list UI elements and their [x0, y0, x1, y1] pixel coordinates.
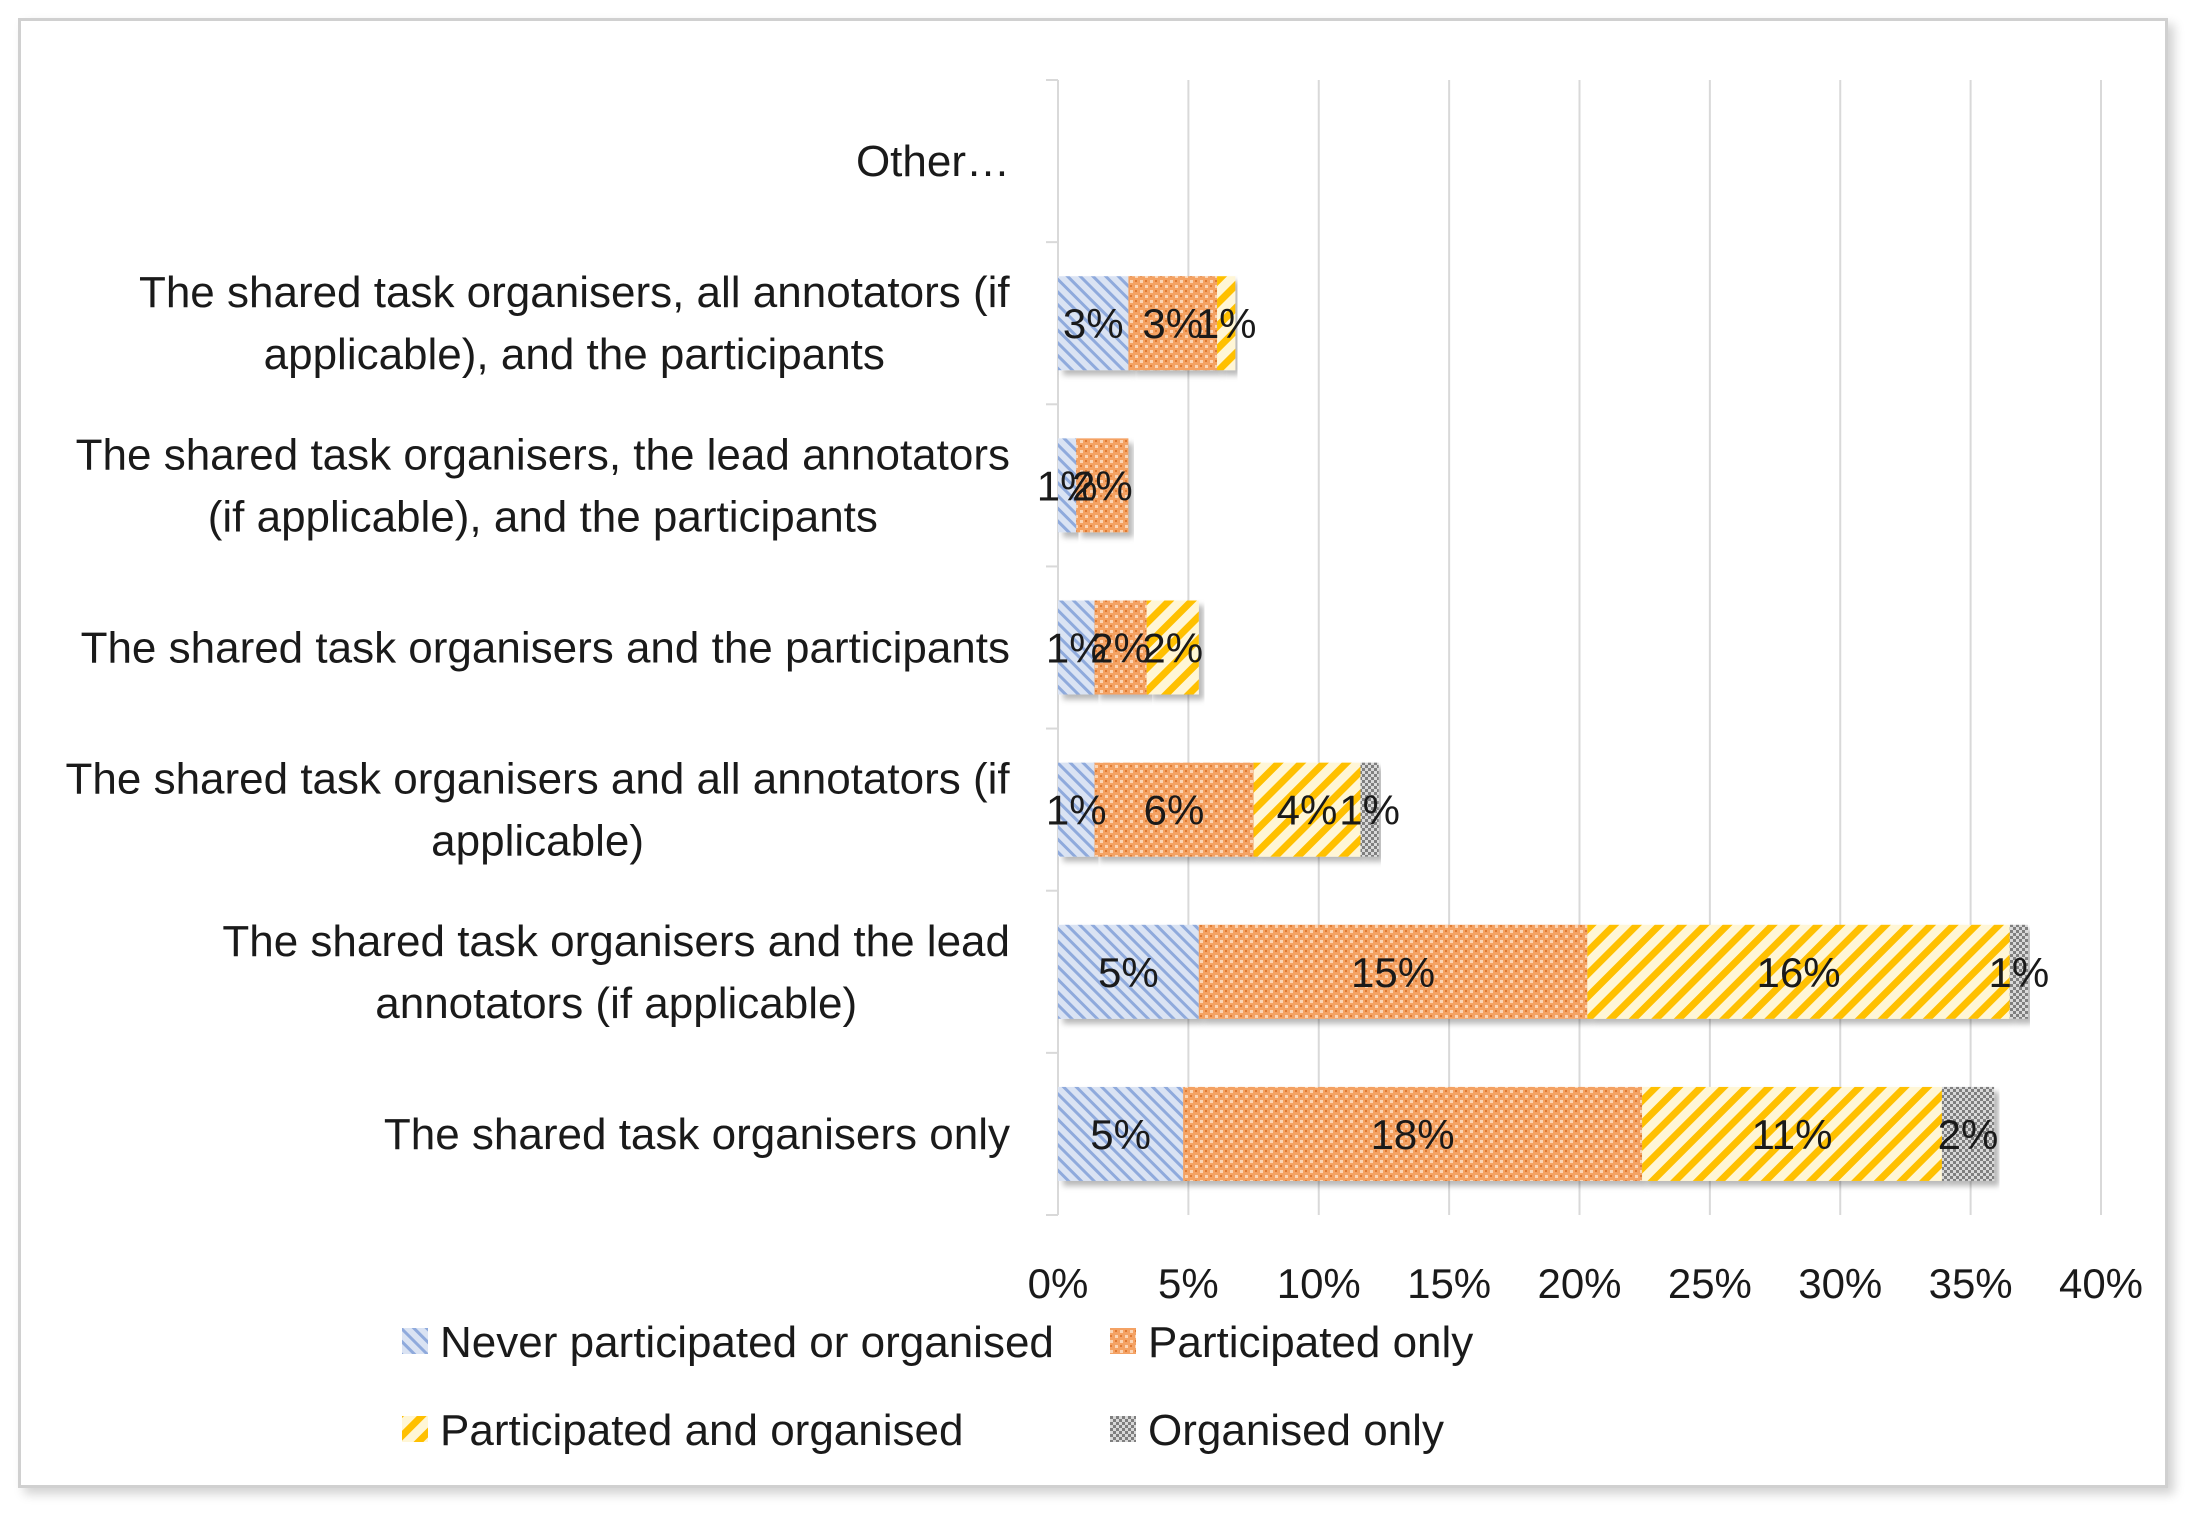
legend-swatch	[402, 1328, 428, 1354]
data-label: 2%	[1072, 462, 1133, 509]
bar-segment	[1198, 924, 1588, 1019]
category-label: The shared task organisers and the lead a…	[222, 917, 1010, 1028]
category-label: The shared task organisers, the lead ann…	[76, 430, 1010, 541]
bar-segment	[1642, 1086, 1942, 1181]
bar-segment	[1094, 600, 1147, 695]
data-label: 1%	[1339, 787, 1400, 834]
x-tick-label: 25%	[1668, 1260, 1752, 1307]
bar-segment	[1183, 1086, 1643, 1181]
data-label: 1%	[1046, 787, 1107, 834]
legend-label: Participated and organised	[440, 1406, 963, 1455]
x-axis-ticks: 0% 5% 10% 15% 20% 25% 30% 35% 40%	[1028, 1260, 2143, 1307]
data-label: 1%	[1989, 949, 2050, 996]
bars	[1058, 276, 2028, 1181]
legend-swatch	[1110, 1416, 1136, 1442]
bar-segment	[1360, 762, 1379, 857]
legend-swatch	[1110, 1328, 1136, 1354]
bar-segment	[1076, 438, 1129, 533]
gridlines	[1187, 80, 2102, 1215]
bar-segment	[1058, 762, 1095, 857]
data-label: 1%	[1037, 462, 1098, 509]
bar-segment	[1058, 924, 1199, 1019]
bar-segment	[1058, 276, 1129, 371]
bar-segment	[1058, 438, 1077, 533]
chart-frame	[18, 18, 2168, 1488]
category-label: The shared task organisers, all annotato…	[139, 268, 1010, 379]
legend-label: Organised only	[1148, 1406, 1444, 1455]
data-label: 1%	[1196, 300, 1257, 347]
data-label: 18%	[1371, 1111, 1455, 1158]
x-tick-label: 15%	[1407, 1260, 1491, 1307]
data-label: 11%	[1752, 1111, 1833, 1158]
data-label: 5%	[1090, 1111, 1151, 1158]
x-tick-label: 10%	[1277, 1260, 1361, 1307]
category-label: Other…	[856, 137, 1010, 186]
data-labels: 3% 3%1%1%2%1%2%2%1% 6% 4% 1%5% 15% 16% 1%5% 18% 1…	[1037, 300, 2049, 1158]
bar-segment	[1094, 762, 1254, 857]
data-label: 6%	[1144, 787, 1205, 834]
x-tick-label: 30%	[1798, 1260, 1882, 1307]
category-labels: Other… The shared task organisers, all an…	[66, 137, 1011, 1159]
x-tick-label: 0%	[1028, 1260, 1089, 1307]
data-label: 2%	[1142, 625, 1203, 672]
x-tick-label: 40%	[2059, 1260, 2143, 1307]
bar-segment	[1128, 276, 1218, 371]
category-label: The shared task organisers and all annot…	[66, 755, 1011, 866]
bar-segment	[1058, 600, 1095, 695]
bar-segment	[2009, 924, 2028, 1019]
data-label: 3%	[1142, 300, 1203, 347]
legend-swatch	[402, 1416, 428, 1442]
x-tick-label: 5%	[1158, 1260, 1219, 1307]
data-label: 16%	[1756, 949, 1840, 996]
category-label: The shared task organisers only	[384, 1110, 1010, 1159]
data-label: 1%	[1046, 625, 1107, 672]
data-label: 2%	[1090, 625, 1151, 672]
bar-segment	[1146, 600, 1199, 695]
x-tick-label: 35%	[1929, 1260, 2013, 1307]
legend-label: Participated only	[1148, 1318, 1473, 1367]
data-label: 2%	[1938, 1111, 1999, 1158]
legend: Never participated or organised Participa…	[402, 1318, 1473, 1455]
data-label: 15%	[1351, 949, 1435, 996]
category-label: The shared task organisers and the parti…	[81, 624, 1010, 673]
bar-segment	[1058, 1086, 1184, 1181]
bar-segment	[1587, 924, 2010, 1019]
bar-segment	[1941, 1086, 1995, 1181]
bar-segment	[1217, 276, 1236, 371]
x-tick-label: 20%	[1537, 1260, 1621, 1307]
data-label: 5%	[1098, 949, 1159, 996]
data-label: 4%	[1277, 787, 1338, 834]
bar-segment	[1253, 762, 1361, 857]
legend-label: Never participated or organised	[440, 1318, 1054, 1367]
data-label: 3%	[1063, 300, 1124, 347]
